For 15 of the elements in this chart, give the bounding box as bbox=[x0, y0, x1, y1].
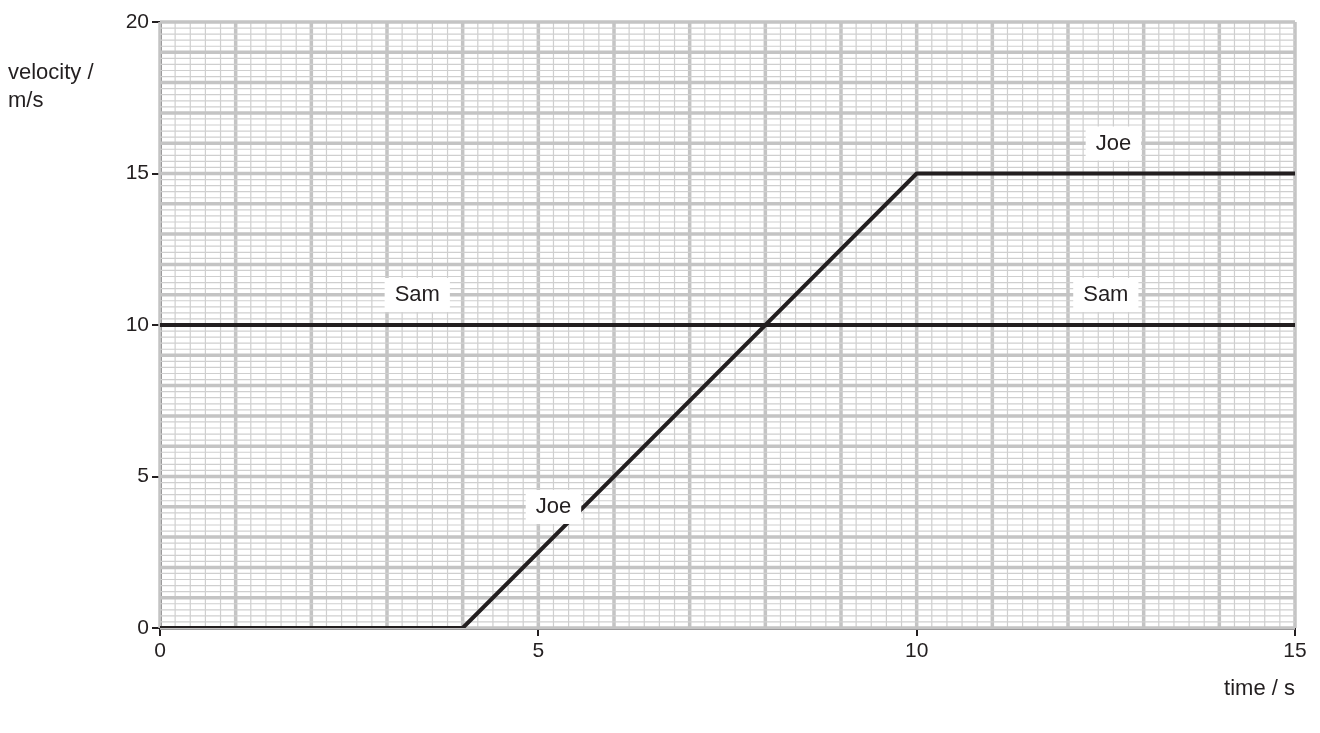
y-tick-label: 0 bbox=[137, 614, 149, 638]
y-tick-label: 10 bbox=[125, 311, 149, 335]
x-tick-label: 0 bbox=[154, 638, 166, 662]
y-tick-label: 15 bbox=[125, 160, 149, 184]
y-axis-title: velocity / m/s bbox=[8, 58, 95, 114]
x-tick-label: 5 bbox=[532, 638, 545, 662]
annotation: Sam bbox=[1083, 281, 1129, 307]
y-tick-label: 20 bbox=[125, 8, 149, 32]
x-tick-label: 15 bbox=[1283, 638, 1307, 662]
x-tick-label: 10 bbox=[904, 638, 929, 662]
annotation: Joe bbox=[1095, 129, 1132, 155]
x-axis-title: time / s bbox=[1224, 675, 1295, 701]
y-tick-label: 5 bbox=[137, 463, 149, 487]
annotation: Joe bbox=[535, 493, 572, 519]
annotation: Sam bbox=[394, 281, 440, 307]
